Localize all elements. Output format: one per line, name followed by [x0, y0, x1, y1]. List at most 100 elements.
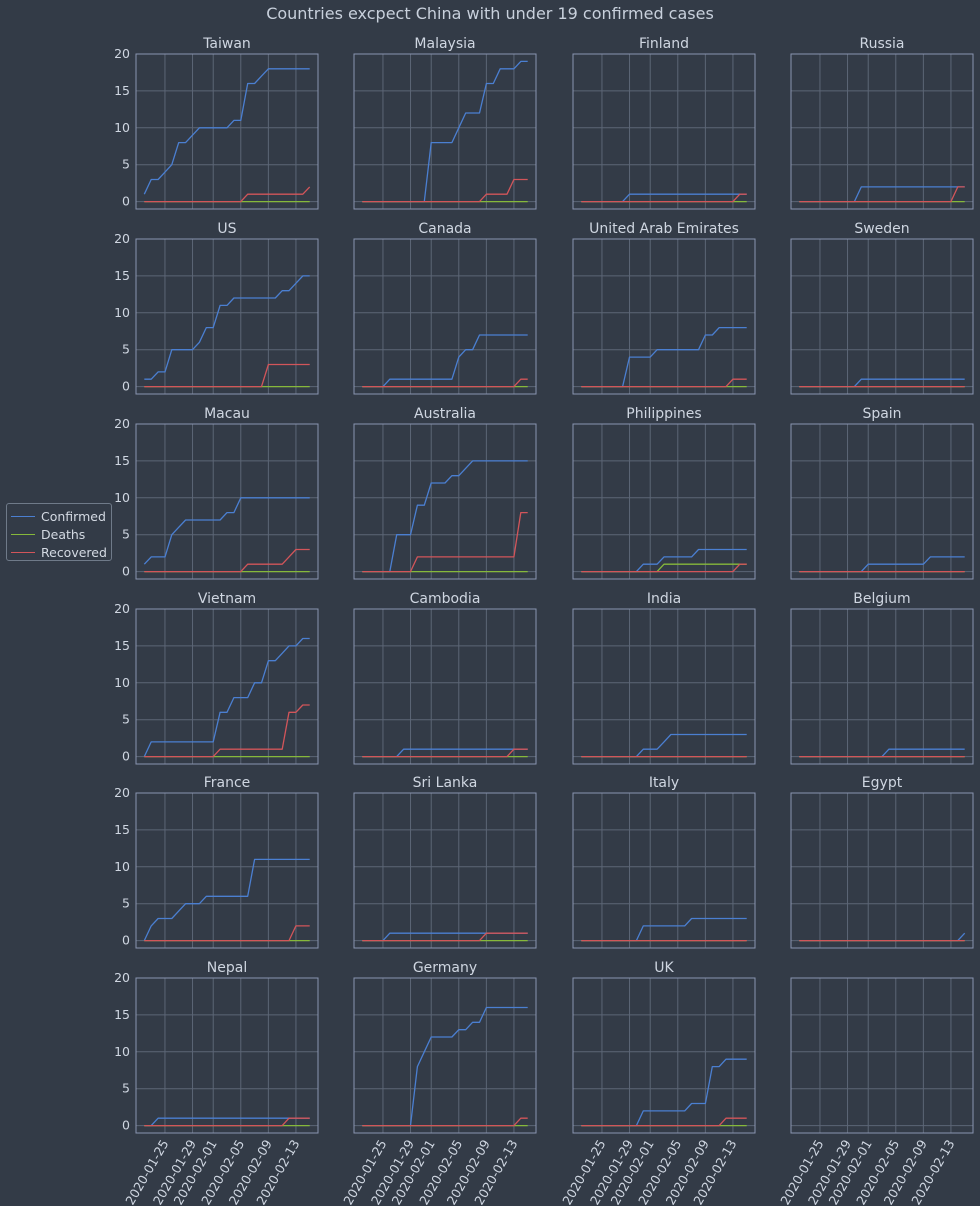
series-recovered-uk	[581, 1118, 746, 1125]
series-recovered-finland	[581, 194, 746, 201]
series-confirmed-finland	[581, 194, 746, 201]
axes-frame	[791, 793, 973, 948]
axes-frame	[791, 424, 973, 579]
axes-frame	[354, 424, 536, 579]
axes-frame	[791, 54, 973, 209]
panel-russia: Russia	[791, 36, 973, 209]
panel-germany: Germany2020-01-252020-01-292020-02-01202…	[340, 960, 536, 1206]
panel-title-philippines: Philippines	[626, 406, 701, 422]
axes-frame	[354, 239, 536, 394]
panel-title-malaysia: Malaysia	[414, 36, 475, 52]
series-recovered-us	[144, 365, 309, 387]
panel-title-russia: Russia	[859, 36, 904, 52]
series-recovered-malaysia	[362, 180, 527, 202]
series-deaths-philippines	[581, 564, 746, 571]
legend-label-deaths: Deaths	[41, 527, 85, 542]
panel-title-vietnam: Vietnam	[198, 591, 256, 607]
series-confirmed-macau	[144, 498, 309, 564]
legend-swatch-confirmed	[11, 516, 35, 517]
y-tick-label: 5	[122, 1081, 130, 1096]
panel-title-italy: Italy	[649, 775, 679, 791]
axes-frame	[791, 978, 973, 1133]
y-tick-label: 15	[114, 638, 130, 653]
series-confirmed-australia	[362, 461, 527, 572]
series-confirmed-united-arab-emirates	[581, 328, 746, 387]
axes-frame	[791, 609, 973, 764]
panel-sri-lanka: Sri Lanka	[354, 775, 536, 948]
axes-frame	[354, 793, 536, 948]
series-confirmed-vietnam	[144, 639, 309, 757]
y-tick-label: 20	[114, 416, 130, 431]
y-tick-label: 10	[114, 675, 130, 690]
panel-italy: Italy	[573, 775, 755, 948]
series-confirmed-germany	[362, 1008, 527, 1126]
y-tick-label: 20	[114, 601, 130, 616]
legend: Confirmed Deaths Recovered	[6, 503, 112, 561]
panel-title-macau: Macau	[204, 406, 250, 422]
panel-title-australia: Australia	[414, 406, 476, 422]
y-tick-label: 0	[122, 1118, 130, 1133]
panel-united-arab-emirates: United Arab Emirates	[573, 221, 755, 394]
panel-title-cambodia: Cambodia	[410, 591, 481, 607]
panel-france: France05101520	[114, 775, 318, 948]
y-tick-label: 20	[114, 785, 130, 800]
panel-title-spain: Spain	[862, 406, 901, 422]
series-confirmed-belgium	[799, 749, 964, 756]
series-confirmed-philippines	[581, 550, 746, 572]
series-recovered-macau	[144, 550, 309, 572]
y-tick-label: 5	[122, 342, 130, 357]
axes-frame	[136, 978, 318, 1133]
series-confirmed-cambodia	[362, 749, 527, 756]
y-tick-label: 15	[114, 453, 130, 468]
legend-label-recovered: Recovered	[41, 545, 107, 560]
axes-frame	[573, 978, 755, 1133]
y-tick-label: 15	[114, 83, 130, 98]
series-confirmed-italy	[581, 919, 746, 941]
y-tick-label: 5	[122, 712, 130, 727]
panel-title-united-arab-emirates: United Arab Emirates	[589, 221, 739, 237]
y-tick-label: 10	[114, 1044, 130, 1059]
panel-philippines: Philippines	[573, 406, 755, 579]
y-tick-label: 20	[114, 231, 130, 246]
series-confirmed-malaysia	[362, 61, 527, 201]
panel-title-belgium: Belgium	[853, 591, 910, 607]
panel-belgium: Belgium	[791, 591, 973, 764]
axes-frame	[573, 54, 755, 209]
panel-macau: Macau 0 5 10 15 20	[114, 406, 318, 579]
axes-frame	[354, 54, 536, 209]
y-tick-label: 0	[122, 564, 130, 579]
series-confirmed-france	[144, 859, 309, 940]
y-tick-label: 5	[122, 157, 130, 172]
panel-finland: Finland	[573, 36, 755, 209]
panel-egypt: Egypt	[791, 775, 973, 948]
y-tick-label: 10	[114, 120, 130, 135]
axes-frame	[136, 54, 318, 209]
axes-frame	[136, 793, 318, 948]
axes-frame	[573, 424, 755, 579]
panel-title-taiwan: Taiwan	[202, 36, 251, 52]
legend-swatch-recovered	[11, 552, 35, 553]
series-recovered-nepal	[144, 1118, 309, 1125]
panel-spain: Spain	[791, 406, 973, 579]
series-confirmed-egypt	[799, 933, 964, 940]
y-tick-label: 10	[114, 859, 130, 874]
y-tick-label: 5	[122, 527, 130, 542]
series-confirmed-us	[144, 276, 309, 379]
series-recovered-australia	[362, 513, 527, 572]
axes-frame	[136, 239, 318, 394]
panel-sweden: Sweden	[791, 221, 973, 394]
y-tick-label: 15	[114, 1007, 130, 1022]
series-recovered-united-arab-emirates	[581, 379, 746, 386]
axes-frame	[791, 239, 973, 394]
series-confirmed-india	[581, 735, 746, 757]
series-confirmed-sweden	[799, 379, 964, 386]
series-recovered-cambodia	[362, 749, 527, 756]
legend-item-deaths: Deaths	[11, 525, 111, 543]
series-confirmed-sri-lanka	[362, 933, 527, 940]
y-tick-label: 20	[114, 46, 130, 61]
panel-malaysia: Malaysia	[354, 36, 536, 209]
legend-swatch-deaths	[11, 534, 35, 535]
panel-taiwan: Taiwan05101520	[114, 36, 318, 209]
axes-frame	[354, 609, 536, 764]
